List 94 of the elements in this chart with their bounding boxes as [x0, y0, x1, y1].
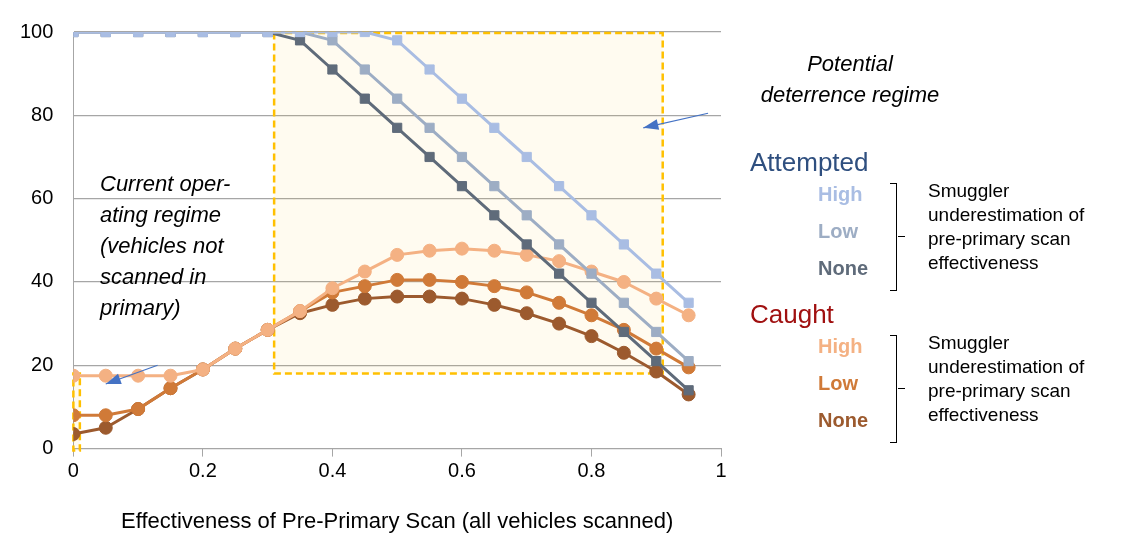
- point: [98, 408, 113, 423]
- point: [651, 356, 662, 367]
- point: [586, 297, 597, 308]
- text: None: [818, 256, 868, 281]
- point: [681, 308, 696, 323]
- point: [454, 291, 469, 306]
- point: [424, 151, 435, 163]
- point: [554, 181, 565, 192]
- point: [552, 254, 567, 269]
- y-tick-label: 0: [42, 436, 54, 459]
- point: [390, 272, 405, 287]
- x-tick-label: 0.6: [448, 459, 476, 482]
- point: [586, 268, 597, 279]
- point: [618, 297, 629, 308]
- point: [98, 420, 113, 435]
- point: [357, 264, 372, 279]
- x-tick-label: 1: [715, 459, 727, 482]
- point: [519, 247, 534, 262]
- annotation: Current oper- ating regime (vehicles not scanned in primary): [100, 170, 231, 322]
- point: [325, 281, 340, 296]
- text: Caught: [750, 298, 835, 331]
- point: [98, 368, 113, 383]
- point: [521, 239, 532, 250]
- text: Smuggler underestimation of pre-primary scan effectiveness: [928, 331, 1085, 427]
- y-tick-label: 100: [19, 19, 54, 42]
- point: [683, 385, 694, 396]
- point: [554, 239, 565, 250]
- point: [325, 297, 340, 312]
- y-tick-label: 20: [31, 352, 54, 375]
- point: [683, 297, 694, 308]
- text: Potential deterrence regime: [759, 50, 941, 109]
- point: [487, 297, 502, 312]
- point: [616, 345, 631, 360]
- point: [616, 274, 631, 289]
- point: [649, 291, 664, 306]
- point: [359, 93, 370, 104]
- point: [357, 279, 372, 294]
- point: [586, 210, 597, 221]
- text: None: [818, 408, 868, 433]
- point: [454, 274, 469, 289]
- x-axis-title: Effectiveness of Pre-Primary Scan (all vehicles scanned): [121, 507, 674, 533]
- point: [163, 368, 178, 383]
- text: High: [818, 334, 863, 359]
- point: [584, 329, 599, 344]
- point: [456, 181, 468, 192]
- text: Attempted: [750, 146, 870, 179]
- point: [390, 247, 405, 262]
- point: [651, 268, 662, 279]
- point: [392, 93, 403, 104]
- point: [519, 306, 534, 321]
- x-tick-label: 0.2: [188, 459, 217, 482]
- point: [489, 181, 500, 192]
- x-tick-label: 0: [67, 459, 79, 482]
- text: High: [818, 182, 863, 207]
- point: [649, 364, 664, 379]
- point: [422, 272, 437, 287]
- point: [552, 295, 567, 310]
- point: [327, 64, 338, 75]
- point: [424, 122, 435, 133]
- point: [521, 210, 532, 221]
- x-tick-label: 0.8: [577, 459, 606, 482]
- text: Low: [818, 371, 858, 396]
- point: [554, 268, 565, 279]
- point: [683, 356, 694, 367]
- point: [489, 210, 500, 221]
- point: [422, 289, 437, 304]
- point: [422, 243, 437, 258]
- point: [424, 64, 435, 75]
- point: [456, 93, 468, 104]
- point: [552, 316, 567, 331]
- point: [487, 279, 502, 294]
- point: [390, 289, 405, 304]
- point: [584, 308, 599, 323]
- point: [649, 341, 664, 356]
- point: [327, 35, 338, 46]
- point: [357, 291, 372, 306]
- point: [618, 239, 629, 250]
- y-tick-label: 80: [31, 102, 54, 125]
- point: [618, 326, 629, 338]
- point: [392, 122, 403, 133]
- point: [651, 326, 662, 338]
- y-tick-label: 40: [31, 269, 54, 292]
- point: [489, 122, 500, 133]
- point: [456, 151, 468, 163]
- point: [359, 64, 370, 75]
- text: Low: [818, 219, 858, 244]
- point: [392, 35, 403, 46]
- point: [521, 151, 532, 163]
- text: Smuggler underestimation of pre-primary scan effectiveness: [928, 179, 1085, 275]
- point: [487, 243, 502, 258]
- y-tick-label: 60: [31, 186, 54, 209]
- point: [454, 241, 469, 256]
- point: [519, 285, 534, 300]
- x-tick-label: 0.4: [318, 459, 347, 482]
